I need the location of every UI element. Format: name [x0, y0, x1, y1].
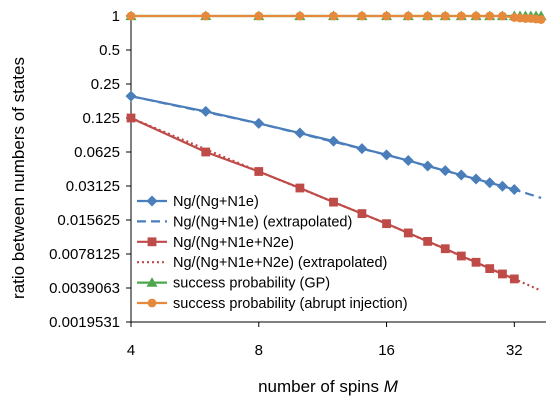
data-point	[439, 165, 451, 177]
data-point	[509, 274, 519, 284]
data-point	[125, 90, 137, 102]
y-tick-label: 0.5	[99, 42, 120, 59]
data-point	[470, 173, 482, 185]
data-point	[471, 11, 481, 21]
plot-area	[130, 12, 546, 323]
data-point	[201, 147, 211, 157]
data-point	[423, 11, 433, 21]
data-point	[126, 11, 136, 21]
y-tick-label: 0.03125	[66, 178, 120, 195]
data-point	[536, 15, 546, 24]
data-point	[328, 135, 340, 147]
x-tick-label: 16	[378, 342, 395, 359]
data-point	[295, 11, 305, 21]
data-point	[200, 105, 212, 117]
y-tick-label: 0.015625	[57, 212, 120, 229]
data-point	[456, 251, 466, 261]
data-point	[294, 127, 306, 139]
x-axis-variable: M	[384, 377, 399, 396]
legend-label: success probability (abrupt injection)	[173, 296, 408, 312]
legend-item: success probability (GP)	[137, 276, 330, 292]
y-tick-label: 0.0625	[74, 144, 120, 161]
data-point	[201, 11, 211, 21]
x-tick-label: 8	[255, 342, 263, 359]
data-point	[329, 11, 338, 21]
data-point	[423, 237, 433, 246]
data-point	[498, 11, 507, 21]
data-point	[455, 169, 467, 181]
data-point	[498, 269, 507, 279]
data-point	[146, 195, 158, 207]
legend-label: success probability (GP)	[173, 276, 330, 292]
legend-item: Ng/(Ng+N1e+N2e)	[137, 235, 294, 251]
data-point	[147, 237, 157, 247]
data-point	[254, 11, 264, 21]
data-point	[382, 11, 391, 21]
data-point	[471, 257, 481, 267]
data-point	[146, 277, 158, 287]
data-point	[484, 177, 496, 189]
data-point	[126, 113, 136, 123]
x-tick-label: 32	[506, 342, 523, 359]
series-5	[126, 11, 546, 24]
data-point	[402, 155, 414, 167]
y-axis-title: ratio between numbers of states	[9, 57, 28, 299]
series-layer	[125, 10, 547, 292]
data-point	[254, 167, 264, 176]
legend-label: Ng/(Ng+N1e) (extrapolated)	[173, 214, 352, 230]
legend-label: Ng/(Ng+N1e)	[173, 194, 259, 210]
data-point	[496, 180, 508, 192]
y-tick-label: 0.0078125	[49, 246, 120, 263]
data-point	[382, 219, 391, 229]
y-tick-label: 0.25	[91, 76, 120, 93]
data-point	[356, 143, 368, 155]
y-tick-label: 0.125	[82, 110, 120, 127]
data-point	[485, 11, 495, 21]
legend-item: Ng/(Ng+N1e) (extrapolated)	[137, 214, 352, 230]
legend-label: Ng/(Ng+N1e+N2e)	[173, 235, 294, 251]
data-point	[403, 228, 413, 238]
data-point	[403, 11, 413, 21]
data-point	[295, 183, 305, 193]
data-point	[508, 183, 520, 195]
data-point	[329, 197, 338, 207]
y-tick-label: 0.0039063	[49, 280, 120, 297]
legend-label: Ng/(Ng+N1e+N2e) (extrapolated)	[173, 255, 387, 271]
legend-item: success probability (abrupt injection)	[137, 296, 408, 312]
data-point	[440, 244, 450, 254]
x-axis-ticks: 4 8 16 32	[127, 322, 523, 359]
data-point	[485, 264, 495, 274]
legend-item: Ng/(Ng+N1e)	[137, 194, 259, 210]
data-point	[357, 209, 367, 219]
y-tick-label: 1	[112, 8, 120, 25]
y-tick-label: 0.0019531	[49, 314, 120, 331]
data-point	[147, 298, 157, 308]
data-point	[456, 11, 466, 21]
data-point	[381, 149, 393, 161]
series-0	[125, 90, 520, 195]
series-2	[126, 113, 519, 284]
y-axis-ticks: 1 0.5 0.25 0.125 0.0625 0.03125 0.015625 0.0078…	[49, 8, 131, 331]
legend: Ng/(Ng+N1e) Ng/(Ng+N1e) (extrapolated) Ng/…	[137, 194, 408, 312]
x-tick-label: 4	[127, 342, 135, 359]
data-point	[422, 160, 434, 172]
data-point	[253, 117, 265, 129]
data-point	[440, 11, 450, 21]
data-point	[357, 11, 367, 21]
x-axis-title: number of spins M	[258, 377, 399, 396]
legend-item: Ng/(Ng+N1e+N2e) (extrapolated)	[137, 255, 387, 271]
